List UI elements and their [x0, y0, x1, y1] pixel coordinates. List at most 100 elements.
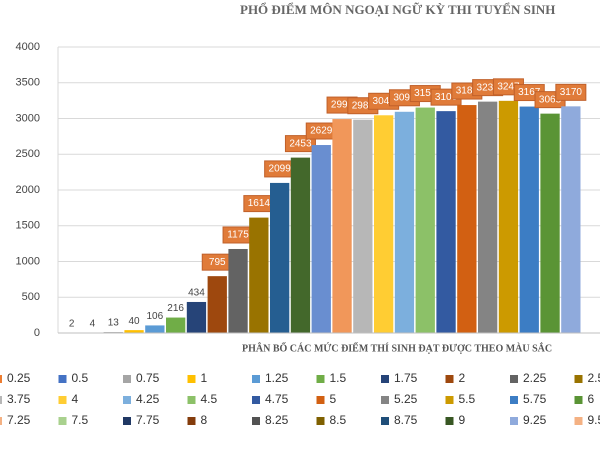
bar [436, 111, 456, 333]
legend-label: 9 [459, 413, 466, 427]
value-label: 13 [108, 318, 120, 329]
legend-label: 8 [201, 413, 208, 427]
legend-swatch [316, 375, 325, 383]
bar [311, 145, 331, 333]
legend-label: 5 [330, 392, 337, 406]
legend-swatch [58, 396, 67, 404]
legend-swatch [123, 417, 131, 425]
bar [249, 217, 269, 333]
legend-swatch [58, 375, 67, 383]
bar [561, 106, 581, 333]
legend-swatch [0, 396, 2, 404]
legend-swatch [123, 396, 131, 404]
value-label-box [555, 83, 587, 101]
legend-swatch [187, 375, 196, 383]
legend-swatch [58, 417, 67, 425]
legend-label: 4 [72, 392, 79, 406]
value-label: 2629 [310, 126, 333, 137]
legend-label: 2.5 [588, 371, 600, 385]
legend-label: 4.75 [265, 392, 289, 406]
bar [207, 276, 227, 333]
legend-label: 2 [459, 371, 466, 385]
legend-label: 8.75 [394, 413, 418, 427]
y-tick-label: 3000 [16, 112, 40, 124]
legend-label: 9.25 [523, 413, 547, 427]
legend-label: 5.25 [394, 392, 418, 406]
value-label: 3103 [435, 92, 458, 103]
bar [540, 113, 560, 333]
bar [124, 330, 144, 333]
value-label: 795 [209, 257, 226, 268]
legend-label: 4.25 [136, 392, 160, 406]
legend-label: 7.25 [7, 413, 31, 427]
legend-swatch [252, 417, 260, 425]
y-tick-label: 0 [34, 327, 40, 339]
legend-label: 8.5 [330, 413, 347, 427]
x-axis-title: PHÂN BỔ CÁC MỨC ĐIỂM THÍ SINH ĐẠT ĐƯỢC T… [242, 341, 552, 354]
legend-label: 5.75 [523, 392, 547, 406]
legend-swatch [574, 396, 583, 404]
legend-swatch [445, 417, 454, 425]
legend-swatch [316, 417, 325, 425]
value-label: 2983 [352, 100, 375, 111]
legend-swatch [316, 396, 325, 404]
bar [228, 248, 248, 333]
value-label: 3094 [393, 92, 416, 103]
value-label: 3167 [518, 87, 541, 98]
y-tick-label: 4000 [16, 41, 40, 53]
legend-label: 5.5 [459, 392, 476, 406]
legend-swatch [445, 375, 454, 383]
legend-swatch [445, 396, 454, 404]
legend-label: 4.5 [201, 392, 218, 406]
legend-label: 1.25 [265, 371, 289, 385]
value-label: 106 [147, 311, 164, 322]
bar [415, 107, 435, 333]
value-label: 1175 [227, 230, 249, 241]
value-label: 3153 [414, 88, 437, 99]
legend-label: 0.5 [72, 371, 89, 385]
value-label: 216 [167, 303, 184, 314]
chart-title: PHỔ ĐIỂM MÔN NGOẠI NGỮ KỲ THI TUYỂN SINH [240, 2, 555, 17]
legend-label: 0.75 [136, 371, 160, 385]
legend-swatch [123, 375, 131, 383]
legend-label: 7.5 [72, 413, 89, 427]
value-label: 2992 [331, 100, 354, 111]
bar [498, 100, 519, 333]
value-label: 2 [69, 318, 75, 329]
value-label: 40 [128, 316, 140, 327]
legend-label: 6 [588, 392, 595, 406]
legend-label: 1.5 [330, 371, 347, 385]
legend-label: 1 [201, 371, 208, 385]
value-label: 3068 [539, 94, 562, 105]
bar [478, 101, 498, 333]
bar [353, 119, 373, 333]
bar [290, 157, 311, 333]
value-label: 3188 [456, 86, 479, 97]
legend-label: 9.5 [588, 413, 600, 427]
bar [186, 301, 207, 333]
legend-swatch [381, 396, 389, 404]
bar [394, 111, 415, 334]
legend-label: 2.25 [523, 371, 547, 385]
legend-label: 1.75 [394, 371, 418, 385]
legend-swatch [510, 375, 518, 383]
y-tick-label: 2500 [16, 148, 40, 160]
legend-label: 8.25 [265, 413, 289, 427]
value-label: 434 [188, 288, 205, 299]
legend-swatch [187, 396, 196, 404]
value-label: 3247 [497, 81, 520, 92]
value-label: 3170 [560, 87, 583, 98]
bar [519, 106, 539, 333]
legend-swatch [381, 375, 389, 383]
bar [166, 317, 186, 333]
y-tick-label: 2000 [16, 184, 40, 196]
legend-swatch [252, 375, 260, 383]
y-tick-label: 1500 [16, 220, 40, 232]
bar [270, 182, 290, 333]
value-label-box [284, 135, 316, 153]
legend-swatch [510, 396, 518, 404]
legend-swatch [574, 375, 583, 383]
legend-swatch [381, 417, 389, 425]
